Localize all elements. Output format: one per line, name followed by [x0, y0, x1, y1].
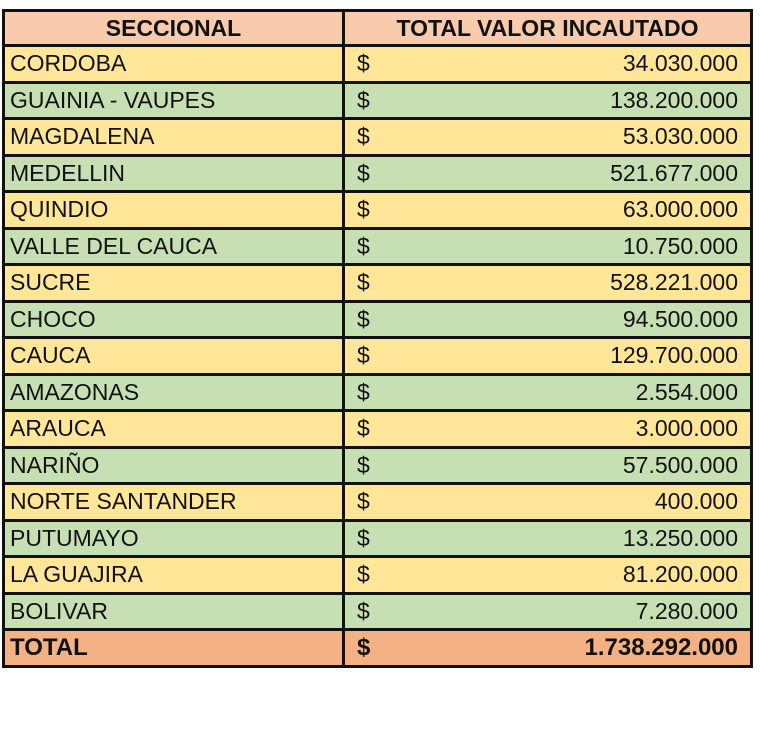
amount-cell: 521.677.000 — [393, 153, 753, 193]
amount-cell: 94.500.000 — [393, 299, 753, 339]
currency-cell: $ — [342, 445, 394, 485]
seccional-cell: CORDOBA — [2, 44, 345, 84]
seccional-cell: PUTUMAYO — [2, 518, 345, 558]
currency-cell: $ — [342, 336, 394, 376]
data-row: QUINDIO $63.000.000 — [2, 190, 753, 230]
data-row: GUAINIA - VAUPES $138.200.000 — [2, 80, 753, 120]
currency-cell: $ — [342, 482, 394, 522]
currency-cell: $ — [342, 80, 394, 120]
data-row: NORTE SANTANDER $400.000 — [2, 482, 753, 522]
seccional-cell: CHOCO — [2, 299, 345, 339]
seccional-cell: CAUCA — [2, 336, 345, 376]
currency-cell: $ — [342, 153, 394, 193]
data-row: LA GUAJIRA $81.200.000 — [2, 555, 753, 595]
seccional-cell: NARIÑO — [2, 445, 345, 485]
currency-cell: $ — [342, 44, 394, 84]
data-row: CAUCA $129.700.000 — [2, 336, 753, 376]
data-row: CHOCO $94.500.000 — [2, 299, 753, 339]
data-row: PUTUMAYO $13.250.000 — [2, 518, 753, 558]
currency-cell: $ — [342, 263, 394, 303]
seccional-cell: BOLIVAR — [2, 591, 345, 631]
seccional-cell: AMAZONAS — [2, 372, 345, 412]
amount-cell: 53.030.000 — [393, 117, 753, 157]
amount-cell: 1.738.292.000 — [393, 628, 753, 668]
currency-cell: $ — [342, 591, 394, 631]
data-row: ARAUCA $3.000.000 — [2, 409, 753, 449]
amount-cell: 63.000.000 — [393, 190, 753, 230]
seccional-cell: NORTE SANTANDER — [2, 482, 345, 522]
currency-cell: $ — [342, 628, 394, 668]
seccional-cell: MAGDALENA — [2, 117, 345, 157]
currency-cell: $ — [342, 518, 394, 558]
data-row: BOLIVAR $7.280.000 — [2, 591, 753, 631]
currency-cell: $ — [342, 117, 394, 157]
seccional-cell: ARAUCA — [2, 409, 345, 449]
amount-cell: 138.200.000 — [393, 80, 753, 120]
amount-cell: 7.280.000 — [393, 591, 753, 631]
table-body: CORDOBA $34.030.000 GUAINIA - VAUPES $138.2… — [2, 44, 753, 668]
amount-cell: 3.000.000 — [393, 409, 753, 449]
seccional-cell: LA GUAJIRA — [2, 555, 345, 595]
amount-cell: 81.200.000 — [393, 555, 753, 595]
seccional-cell: TOTAL — [2, 628, 345, 668]
amount-cell: 528.221.000 — [393, 263, 753, 303]
currency-cell: $ — [342, 409, 394, 449]
amount-cell: 400.000 — [393, 482, 753, 522]
data-row: MEDELLIN $521.677.000 — [2, 153, 753, 193]
seccional-cell: VALLE DEL CAUCA — [2, 226, 345, 266]
amount-cell: 57.500.000 — [393, 445, 753, 485]
data-row: MAGDALENA $53.030.000 — [2, 117, 753, 157]
amount-cell: 13.250.000 — [393, 518, 753, 558]
header-row: SECCIONAL TOTAL VALOR INCAUTADO — [2, 9, 753, 47]
currency-cell: $ — [342, 226, 394, 266]
currency-cell: $ — [342, 190, 394, 230]
amount-cell: 34.030.000 — [393, 44, 753, 84]
amount-cell: 10.750.000 — [393, 226, 753, 266]
header-cell: SECCIONAL — [2, 9, 345, 47]
currency-cell: $ — [342, 299, 394, 339]
seizure-table: SECCIONAL TOTAL VALOR INCAUTADO CORDOBA $… — [2, 9, 753, 668]
header-cell: TOTAL VALOR INCAUTADO — [342, 9, 753, 47]
data-row: CORDOBA $34.030.000 — [2, 44, 753, 84]
total-row: TOTAL $1.738.292.000 — [2, 628, 753, 668]
seccional-cell: QUINDIO — [2, 190, 345, 230]
data-row: SUCRE $528.221.000 — [2, 263, 753, 303]
amount-cell: 129.700.000 — [393, 336, 753, 376]
seccional-cell: SUCRE — [2, 263, 345, 303]
currency-cell: $ — [342, 555, 394, 595]
seccional-cell: GUAINIA - VAUPES — [2, 80, 345, 120]
amount-cell: 2.554.000 — [393, 372, 753, 412]
data-row: AMAZONAS $2.554.000 — [2, 372, 753, 412]
seccional-cell: MEDELLIN — [2, 153, 345, 193]
data-row: NARIÑO $57.500.000 — [2, 445, 753, 485]
currency-cell: $ — [342, 372, 394, 412]
data-row: VALLE DEL CAUCA $10.750.000 — [2, 226, 753, 266]
